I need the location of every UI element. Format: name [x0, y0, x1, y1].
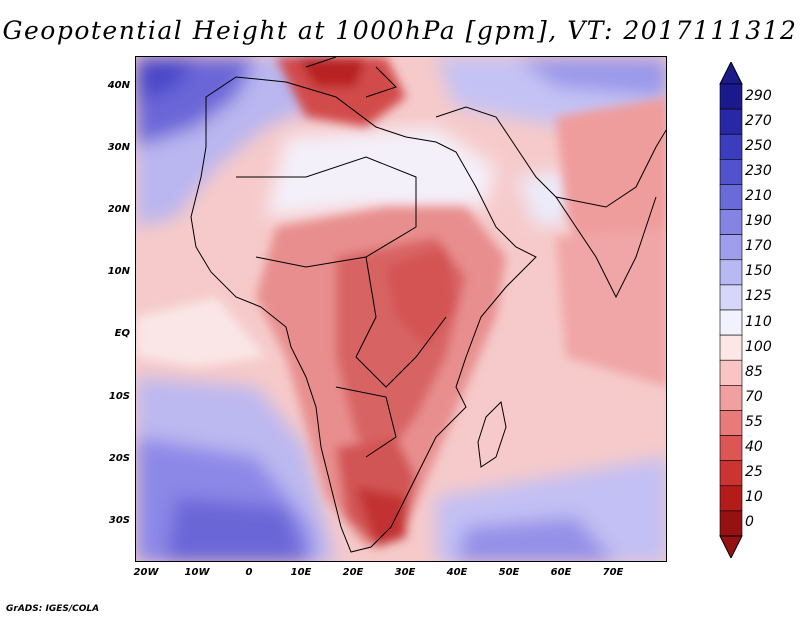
- colorbar-swatch: [719, 410, 743, 436]
- colorbar-swatch: [719, 83, 743, 110]
- credit-text: GrADS: IGES/COLA: [6, 604, 100, 614]
- colorbar-swatch: [719, 460, 743, 487]
- colorbar-label: 40: [745, 439, 763, 456]
- colorbar-swatch: [719, 209, 743, 235]
- lon-label: 70E: [602, 567, 624, 578]
- lon-label: 20E: [342, 567, 364, 578]
- lon-label: 0: [245, 567, 253, 578]
- colorbar-swatch: [719, 385, 743, 411]
- lat-label: 30S: [108, 515, 130, 526]
- lon-label: 60E: [550, 567, 572, 578]
- coastline-boundaries: [190, 57, 666, 553]
- colorbar-label: 250: [745, 137, 772, 154]
- colorbar-arrow-bottom: [719, 535, 743, 558]
- lon-label: 10E: [290, 567, 312, 578]
- colorbar-label: 55: [745, 414, 763, 430]
- colorbar-label: 0: [745, 514, 754, 531]
- lat-label: 20S: [108, 453, 130, 464]
- colorbar-swatch: [719, 510, 743, 537]
- colorbar-label: 100: [745, 338, 772, 355]
- geopotential-map: [136, 57, 666, 561]
- lat-label: EQ: [114, 328, 130, 339]
- chart-title: Geopotential Height at 1000hPa [gpm], VT…: [2, 16, 798, 45]
- colorbar-label: 85: [745, 363, 763, 380]
- lon-label: 20W: [133, 567, 159, 578]
- lat-label: 10S: [108, 391, 130, 402]
- colorbar-label: 150: [745, 263, 772, 280]
- colorbar-swatch: [719, 309, 743, 336]
- colorbar-swatch: [719, 359, 743, 386]
- colorbar-label: 230: [745, 162, 772, 179]
- colorbar-arrow-top: [719, 62, 743, 85]
- colorbar-swatch: [719, 133, 743, 160]
- colorbar-swatch: [719, 234, 743, 261]
- field-blue-regions: [136, 57, 666, 561]
- lon-label: 10W: [184, 567, 210, 578]
- lat-label: 30N: [107, 142, 130, 153]
- colorbar-label: 270: [745, 112, 772, 129]
- lat-label: 10N: [107, 266, 130, 277]
- colorbar-swatch: [719, 108, 743, 135]
- lon-label: 40E: [446, 567, 468, 578]
- lat-label: 40N: [107, 80, 130, 91]
- colorbar-swatch: [719, 159, 743, 185]
- colorbar: [719, 62, 743, 558]
- map-plot-area: [135, 56, 667, 562]
- colorbar-label: 290: [745, 87, 772, 104]
- colorbar-label: 25: [745, 464, 763, 481]
- lat-label: 20N: [107, 204, 130, 215]
- colorbar-label: 110: [745, 313, 772, 330]
- colorbar-swatch: [719, 435, 743, 461]
- colorbar-swatch: [719, 259, 743, 286]
- colorbar-label: 210: [745, 188, 772, 204]
- colorbar-swatch: [719, 485, 743, 512]
- colorbar-swatch: [719, 334, 743, 361]
- lon-label: 30E: [394, 567, 416, 578]
- colorbar-swatch: [719, 184, 743, 210]
- colorbar-swatch: [719, 284, 743, 311]
- colorbar-label: 125: [745, 288, 772, 305]
- colorbar-label: 10: [745, 489, 763, 506]
- lon-label: 50E: [498, 567, 520, 578]
- colorbar-label: 70: [745, 388, 763, 405]
- colorbar-label: 170: [745, 238, 772, 255]
- colorbar-label: 190: [745, 213, 772, 230]
- field-red-regions: [136, 57, 666, 547]
